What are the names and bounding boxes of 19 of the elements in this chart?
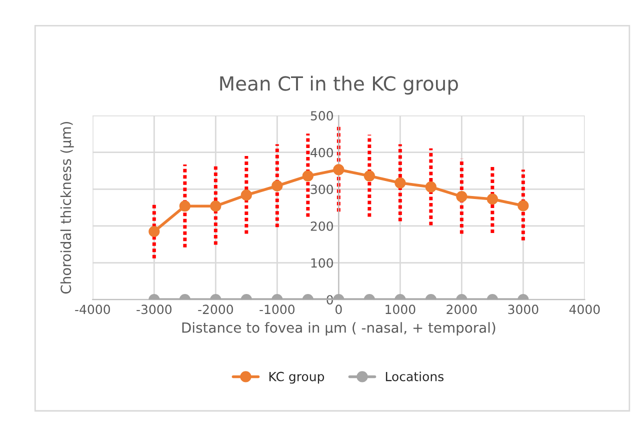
legend-label: KC group xyxy=(269,372,324,384)
legend-label: Locations xyxy=(386,372,444,382)
x-tick-label: 2000 xyxy=(446,304,477,314)
x-axis-title: Distance to fovea in µm ( -nasal, + temporal) xyxy=(182,322,496,336)
x-tick-label: -3000 xyxy=(136,304,172,314)
x-tick-label: -2000 xyxy=(198,304,233,314)
chart-title: Mean CT in the KC group xyxy=(220,76,458,95)
y-axis-title: Choroidal thickness (µm) xyxy=(60,122,74,294)
x-tick-label: 0 xyxy=(336,304,342,314)
y-tick-label: 100 xyxy=(311,258,333,268)
y-tick-label: 500 xyxy=(310,111,333,120)
x-tick-label: 1000 xyxy=(386,304,416,314)
y-tick-label: 400 xyxy=(310,148,333,158)
x-tick-label: 3000 xyxy=(508,304,538,314)
x-tick-label: -4000 xyxy=(75,304,110,314)
x-tick-label: -1000 xyxy=(260,304,294,314)
y-tick-label: 300 xyxy=(310,184,333,194)
y-tick-label: 200 xyxy=(310,221,333,231)
x-tick-label: 4000 xyxy=(569,304,600,314)
